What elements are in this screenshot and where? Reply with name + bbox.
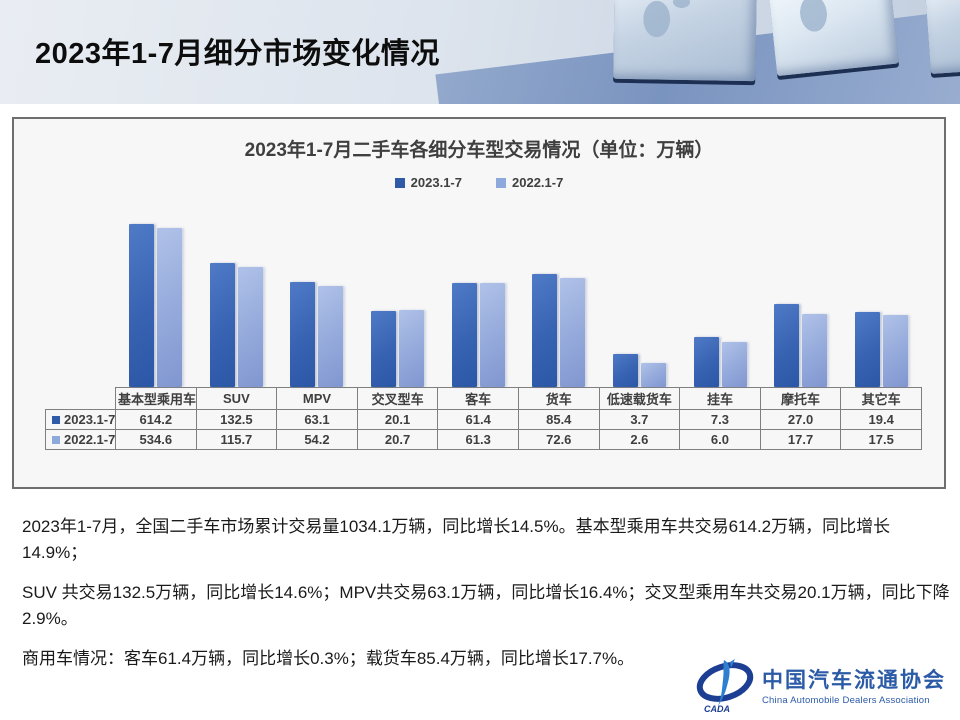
table-row-label-2022.1-7: 2022.1-7 [45, 429, 116, 450]
table-header-挂车: 挂车 [679, 387, 761, 410]
bar-group-其它车 [841, 311, 922, 387]
legend-swatch [394, 177, 405, 188]
value-2023.1-7-挂车: 7.3 [679, 409, 761, 430]
value-2022.1-7-摩托车: 17.7 [759, 429, 842, 450]
table-header-MPV: MPV [276, 387, 358, 410]
table-header-基本型乘用车: 基本型乘用车 [115, 387, 197, 410]
bar-2022.1-7-货车 [560, 278, 586, 387]
bar-group-SUV [196, 263, 277, 387]
table-header-摩托车: 摩托车 [759, 387, 842, 410]
bar-2023.1-7-MPV [290, 282, 316, 387]
bar-2022.1-7-摩托车 [802, 314, 828, 387]
summary-paragraph: SUV 共交易132.5万辆，同比增长14.6%；MPV共交易63.1万辆，同比… [22, 583, 950, 628]
bar-group-货车 [519, 274, 600, 387]
summary-paragraph: 2023年1-7月，全国二手车市场累计交易量1034.1万辆，同比增长14.5%… [22, 517, 891, 562]
logo-en-name: China Automobile Dealers Association [762, 695, 930, 706]
bar-2023.1-7-交叉型车 [370, 311, 396, 387]
value-2022.1-7-基本型乘用车: 534.6 [115, 429, 197, 450]
plot-area [115, 197, 922, 387]
cada-emblem-label: CADA [704, 704, 730, 714]
table-body: 基本型乘用车 SUV MPV 交叉型车 客车 货车 低速载货车 挂车 摩托车 其它车 2023.1-… [45, 387, 922, 450]
value-2023.1-7-交叉型车: 20.1 [356, 409, 439, 430]
header-band: 2023年1-7月细分市场变化情况 [0, 0, 960, 104]
value-2023.1-7-SUV: 132.5 [195, 409, 278, 430]
table-header-其它车: 其它车 [840, 387, 922, 410]
value-2022.1-7-挂车: 6.0 [679, 429, 761, 450]
bar-2022.1-7-低速载货车 [641, 362, 667, 387]
table-blank-cell [46, 388, 116, 410]
page-title: 2023年1-7月细分市场变化情况 [35, 38, 440, 70]
bar-group-MPV [276, 282, 357, 387]
chart-panel: 2023年1-7月二手车各细分车型交易情况（单位：万辆） 2023.1-7 202… [12, 117, 946, 489]
bar-2022.1-7-SUV [237, 266, 263, 387]
value-2023.1-7-低速载货车: 3.7 [598, 409, 681, 430]
bar-2023.1-7-SUV [209, 263, 235, 387]
bar-2023.1-7-货车 [532, 274, 558, 387]
logo-cn-name: 中国汽车流通协会 [762, 669, 946, 692]
bar-2023.1-7-低速载货车 [613, 353, 639, 387]
value-2022.1-7-MPV: 54.2 [276, 429, 358, 450]
value-2023.1-7-MPV: 63.1 [276, 409, 358, 430]
bar-group-客车 [438, 282, 519, 387]
value-2022.1-7-货车: 72.6 [517, 429, 600, 450]
table-header-SUV: SUV [195, 387, 278, 410]
summary-paragraph: 商用车情况：客车61.4万辆，同比增长0.3%；载货车85.4万辆，同比增长17… [22, 649, 635, 668]
world-map-pattern [785, 0, 863, 55]
chart-title: 2023年1-7月二手车各细分车型交易情况（单位：万辆） [244, 140, 714, 161]
value-2022.1-7-交叉型车: 20.7 [356, 429, 439, 450]
table-header-row: 基本型乘用车 SUV MPV 交叉型车 客车 货车 低速载货车 挂车 摩托车 其它车 [46, 387, 922, 410]
legend-swatch [496, 177, 506, 188]
chart-data-table: 基本型乘用车 SUV MPV 交叉型车 客车 货车 低速载货车 挂车 摩托车 其它车 2023.1-… [45, 387, 922, 450]
bar-group-交叉型车 [357, 310, 438, 387]
table-row-2023.1-7: 2023.1-7 614.2 132.5 63.1 20.1 61.4 85.4 3.7 7.3… [45, 409, 922, 430]
bar-2023.1-7-挂车 [693, 336, 719, 387]
cube-decoration [767, 0, 899, 77]
bar-group-低速载货车 [599, 353, 680, 387]
value-2022.1-7-SUV: 115.7 [195, 429, 278, 450]
value-2022.1-7-客车: 61.3 [437, 429, 519, 450]
value-2023.1-7-客车: 61.4 [437, 409, 519, 430]
table-row-2022.1-7: 2022.1-7 534.6 115.7 54.2 20.7 61.3 72.6 2.6 6.0… [45, 429, 922, 450]
value-2023.1-7-摩托车: 27.0 [759, 409, 842, 430]
bar-2022.1-7-客车 [479, 282, 505, 387]
cube-decoration [925, 0, 960, 74]
logo-text: 中国汽车流通协会 China Automobile Dealers Associ… [762, 664, 946, 706]
table-header-客车: 客车 [437, 387, 519, 410]
bar-2022.1-7-其它车 [883, 314, 909, 387]
bar-2023.1-7-客车 [451, 282, 477, 387]
bar-2023.1-7-基本型乘用车 [128, 224, 154, 387]
cada-logo: CADA 中国汽车流通协会 China Automobile Dealers A… [694, 656, 946, 714]
table-header-货车: 货车 [517, 387, 600, 410]
chart-legend: 2023.1-7 2022.1-7 [14, 175, 944, 190]
bar-2023.1-7-其它车 [855, 311, 881, 387]
row-swatch [52, 416, 60, 424]
value-2022.1-7-低速载货车: 2.6 [598, 429, 681, 450]
table-row-label-2023.1-7: 2023.1-7 [45, 409, 116, 430]
chart-body: 基本型乘用车 SUV MPV 交叉型车 客车 货车 低速载货车 挂车 摩托车 其它车 2023.1-… [45, 197, 922, 450]
legend-item-2023.1-7: 2023.1-7 [394, 175, 462, 190]
bar-group-挂车 [680, 336, 761, 387]
bar-2022.1-7-MPV [318, 285, 344, 387]
value-2023.1-7-货车: 85.4 [517, 409, 600, 430]
table-header-交叉型车: 交叉型车 [356, 387, 439, 410]
row-swatch [52, 436, 60, 444]
summary-text-block: 2023年1-7月，全国二手车市场累计交易量1034.1万辆，同比增长14.5%… [22, 514, 952, 686]
bar-2022.1-7-交叉型车 [398, 310, 424, 387]
value-2023.1-7-其它车: 19.4 [840, 409, 922, 430]
legend-item-2022.1-7: 2022.1-7 [496, 175, 563, 190]
bar-group-摩托车 [761, 303, 842, 387]
bar-2023.1-7-摩托车 [774, 303, 800, 387]
value-2023.1-7-基本型乘用车: 614.2 [115, 409, 197, 430]
value-2022.1-7-其它车: 17.5 [840, 429, 922, 450]
cube-decoration [613, 0, 757, 82]
table-header-低速载货车: 低速载货车 [598, 387, 681, 410]
bar-2022.1-7-基本型乘用车 [156, 227, 182, 387]
cada-emblem-icon: CADA [696, 659, 754, 714]
bar-group-基本型乘用车 [115, 224, 196, 387]
world-map-pattern [631, 0, 703, 59]
bar-2022.1-7-挂车 [721, 341, 747, 387]
